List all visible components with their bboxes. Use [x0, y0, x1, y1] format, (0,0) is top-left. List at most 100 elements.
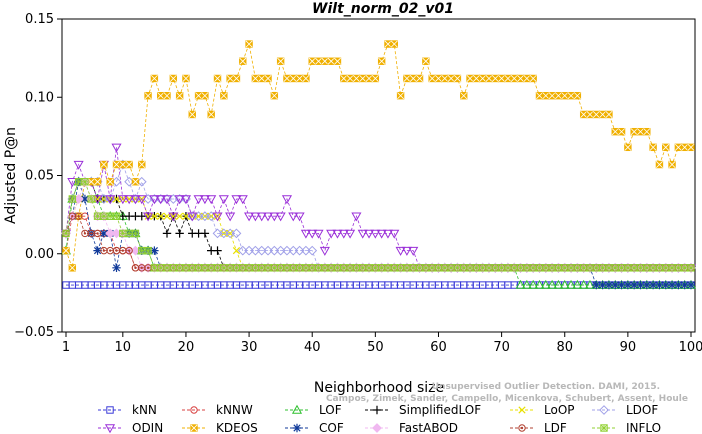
data-point-kdeos: [516, 74, 525, 83]
data-point-inflo: [207, 264, 215, 272]
data-point-inflo: [220, 264, 228, 272]
data-point-odin: [174, 195, 185, 205]
legend-item-inflo: INFLO: [592, 421, 661, 434]
chart-title: Wilt_norm_02_v01: [312, 1, 454, 17]
data-point-inflo: [194, 264, 203, 272]
data-point-inflo: [333, 264, 342, 272]
data-point-odin: [244, 212, 255, 222]
data-point-inflo: [453, 264, 462, 272]
data-point-odin: [124, 195, 135, 205]
data-point-kdeos: [276, 57, 285, 65]
data-point-odin: [376, 229, 387, 239]
data-point-odin: [161, 195, 173, 205]
data-point-kdeos: [340, 74, 348, 83]
data-point-inflo: [112, 212, 121, 220]
data-point-kdeos: [655, 160, 664, 169]
data-point-ldf: [74, 212, 83, 220]
data-point-kdeos: [144, 91, 152, 100]
data-point-kdeos: [245, 40, 253, 48]
data-point-inflo: [169, 264, 178, 272]
data-point-inflo: [270, 264, 279, 272]
data-point-kdeos: [93, 178, 102, 186]
data-point-inflo: [327, 264, 335, 272]
x-tick-label: 60: [430, 340, 447, 355]
legend-label-lof: LOF: [319, 403, 342, 417]
data-point-inflo: [434, 264, 443, 272]
data-point-odin: [332, 229, 343, 239]
data-point-kdeos: [586, 110, 594, 119]
data-point-inflo: [441, 264, 449, 272]
data-point-odin: [155, 195, 166, 205]
data-point-inflo: [680, 264, 689, 272]
data-point-kdeos: [561, 91, 569, 100]
data-point-cof: [617, 280, 626, 290]
data-point-odin: [256, 212, 267, 222]
data-point-inflo: [138, 246, 146, 255]
data-point-odin: [294, 212, 305, 222]
data-point-kdeos: [308, 57, 316, 65]
data-point-kdeos: [415, 74, 424, 83]
data-point-kdeos: [258, 74, 266, 83]
data-point-odin: [363, 229, 375, 239]
data-point-kdeos: [630, 127, 638, 136]
data-point-inflo: [573, 264, 582, 272]
data-point-cof: [636, 280, 645, 290]
data-point-lof: [528, 279, 539, 289]
data-point-ldof: [288, 245, 299, 256]
data-point-inflo: [649, 264, 657, 272]
data-point-lof: [534, 279, 545, 289]
data-point-simplifiedlof: [213, 246, 222, 255]
data-point-inflo: [523, 264, 531, 272]
data-point-odin: [67, 178, 78, 187]
data-point-ldof: [231, 228, 242, 239]
data-point-kdeos: [239, 57, 247, 65]
x-tick-label: 20: [178, 340, 195, 355]
legend-item-knn: kNN: [98, 403, 157, 417]
data-point-kdeos: [643, 127, 651, 136]
data-point-lof: [553, 279, 564, 289]
legend-marker-lof: [291, 404, 303, 414]
data-point-inflo: [624, 264, 632, 272]
axes-layer: 1 10 20 30 40 50 60 70 80 90 100 −0.05 0.00 0.05 0.10 0…: [14, 12, 702, 355]
data-point-inflo: [321, 264, 329, 272]
data-point-lof: [559, 279, 570, 289]
data-point-ldof: [218, 228, 229, 239]
x-tick-label: 40: [304, 340, 321, 355]
data-point-kdeos: [674, 143, 683, 152]
data-point-simplifiedlof: [162, 229, 172, 238]
data-point-inflo: [390, 264, 398, 272]
data-point-ldof: [294, 245, 305, 256]
legend-item-fastabod: FastABOD: [365, 421, 458, 434]
data-point-kdeos: [125, 160, 133, 169]
data-point-loop: [163, 212, 171, 220]
data-point-inflo: [106, 212, 114, 220]
data-point-ldof: [225, 228, 236, 239]
data-point-kdeos: [579, 110, 588, 119]
data-point-odin: [117, 195, 128, 205]
data-point-kdeos: [472, 74, 481, 83]
data-point-inflo: [504, 264, 512, 272]
data-point-kdeos: [573, 91, 582, 100]
data-point-odin: [73, 160, 84, 170]
data-point-cof: [648, 280, 658, 290]
legend-label-knnw: kNNW: [216, 403, 253, 417]
data-point-kdeos: [106, 178, 114, 186]
series-layer: [60, 40, 697, 290]
y-axis-title: Adjusted P@n: [3, 127, 19, 224]
data-point-lof: [521, 279, 532, 289]
x-tick-label: 30: [241, 340, 258, 355]
watermark-line-1: Unsupervised Outlier Detection. DAMI, 20…: [432, 382, 660, 392]
data-point-kdeos: [270, 91, 279, 100]
data-point-cof: [80, 194, 90, 204]
data-point-kdeos: [535, 91, 544, 100]
legend: kNN kNNW LOF SimplifiedLOF LoOP LDOF ODIN KDEOS…: [98, 403, 661, 434]
y-tick-label: 0.15: [25, 12, 54, 27]
legend-marker-cof: [292, 423, 302, 433]
data-point-inflo: [472, 264, 481, 272]
x-tick-label: 90: [620, 340, 637, 355]
legend-marker-knnw: [190, 406, 198, 414]
data-point-inflo: [371, 264, 380, 272]
data-point-inflo: [156, 264, 165, 272]
data-point-kdeos: [131, 178, 140, 186]
data-point-odin: [408, 246, 419, 256]
